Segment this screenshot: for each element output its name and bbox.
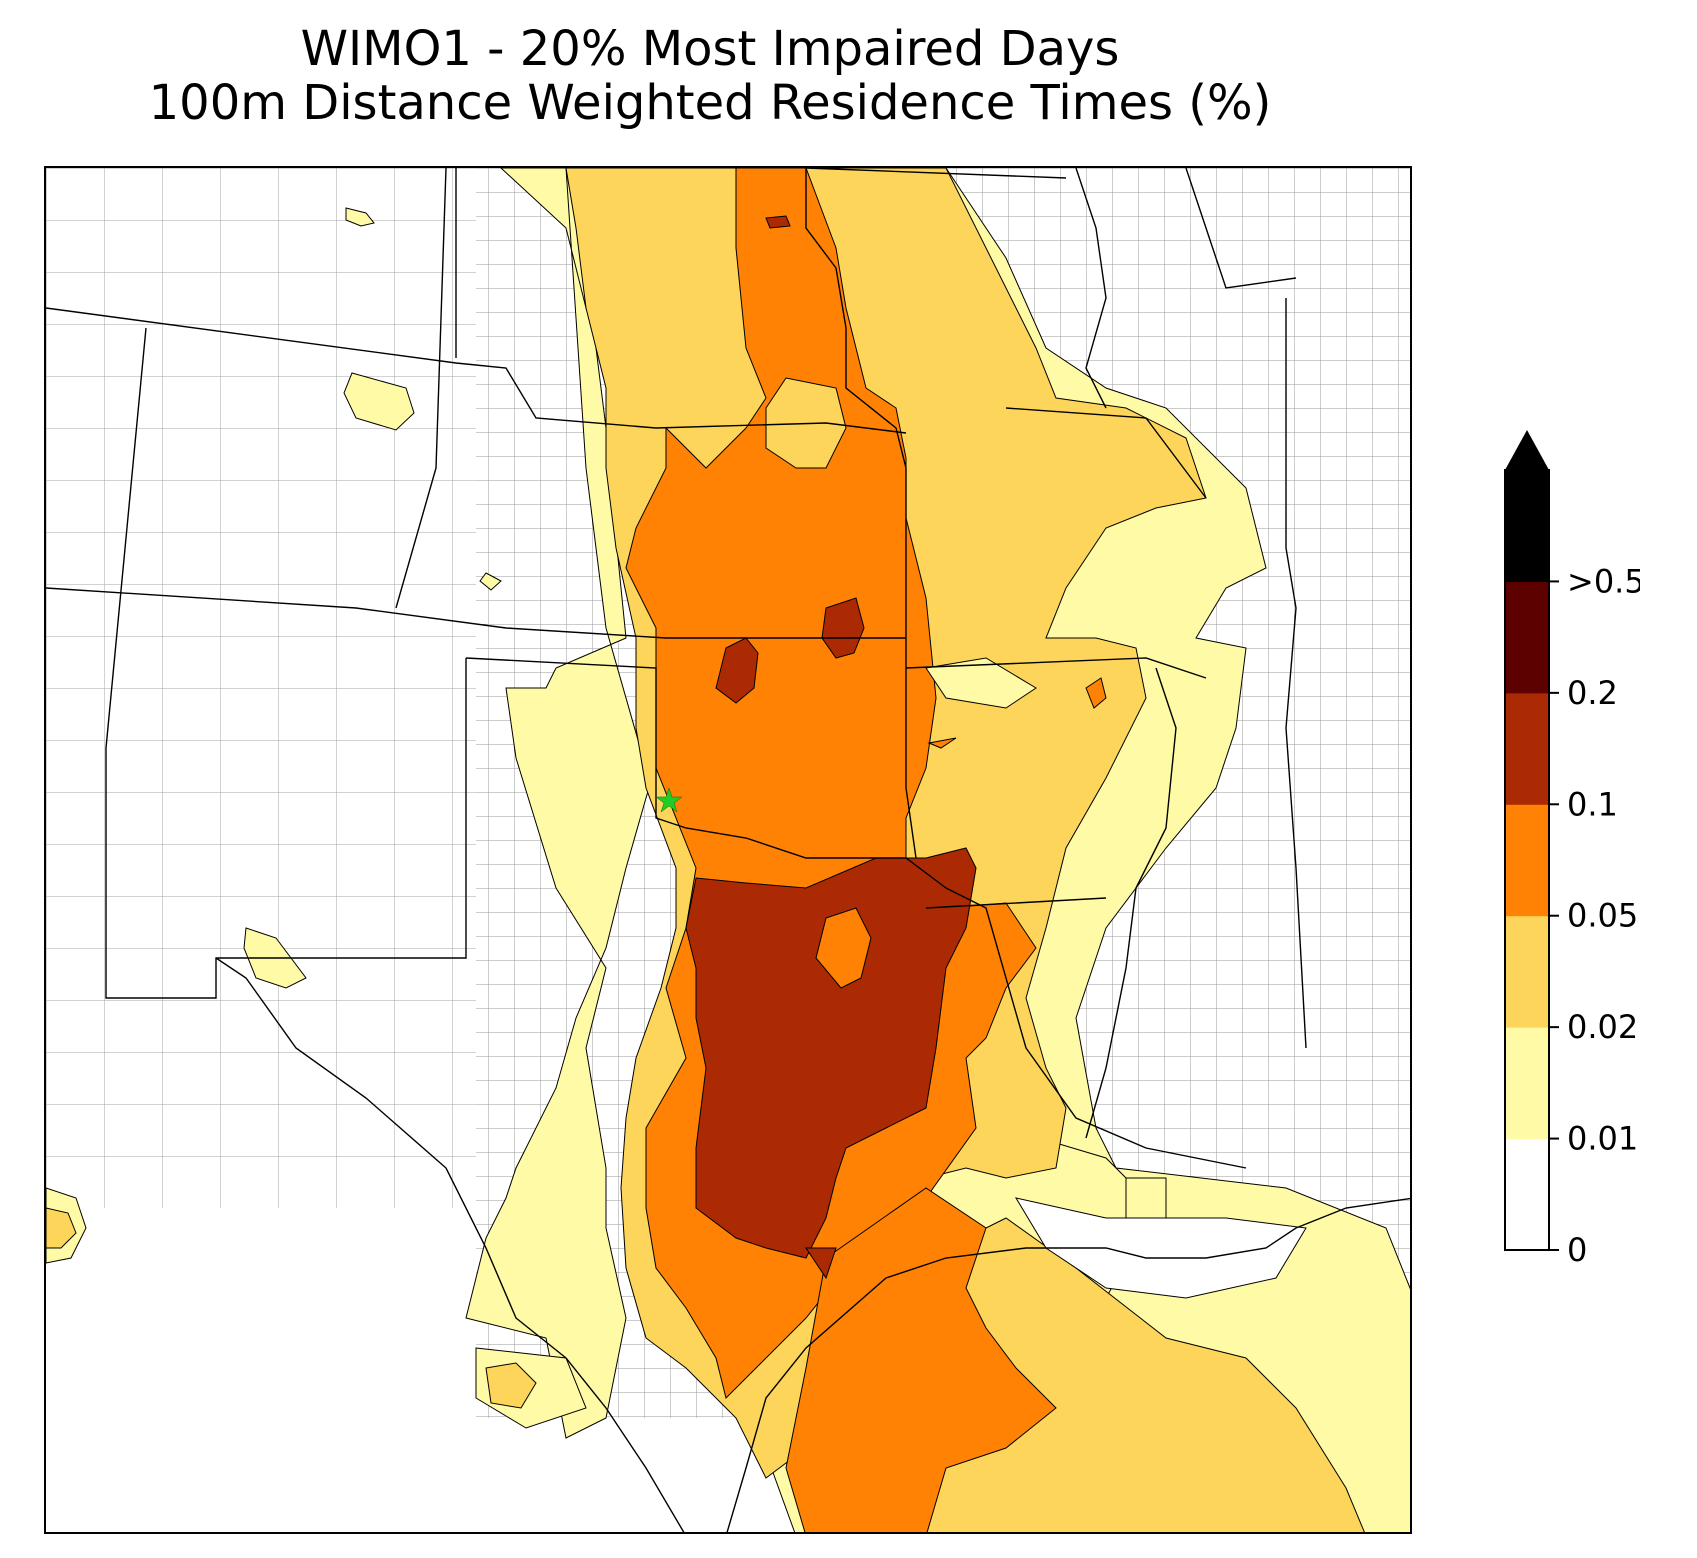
map-canvas <box>46 168 1410 1532</box>
colorbar-bin-1 <box>1505 1027 1549 1140</box>
state-line-k <box>925 897 1107 909</box>
contour-island-001-d <box>479 572 502 591</box>
colorbar-bin-5 <box>1505 581 1549 694</box>
state-line-g <box>215 957 685 1532</box>
state-line-n <box>1005 407 1207 499</box>
contour-island-002-b <box>46 1207 77 1249</box>
title-line-1: WIMO1 - 20% Most Impaired Days <box>300 21 1120 77</box>
colorbar-extend-arrow <box>1505 430 1549 470</box>
colorbar-tick-label: 0.1 <box>1567 785 1618 823</box>
colorbar-bin-4 <box>1505 692 1549 805</box>
contour-region-gulf-005 <box>785 1187 1057 1532</box>
state-line-a <box>46 307 907 434</box>
colorbar-tick-label: 0.2 <box>1567 674 1618 712</box>
state-line-o <box>1075 168 1107 409</box>
contour-region-texas-01 <box>685 847 977 1259</box>
site-star-icon <box>655 787 683 813</box>
state-line-h <box>805 168 917 859</box>
colorbar-ticks: 0 0.01 0.02 0.05 0.1 0.2 >0.5 <box>1549 562 1640 1269</box>
colorbar-tick-label: 0.05 <box>1567 897 1638 935</box>
state-line-f <box>395 168 447 609</box>
contour-island-01-c <box>765 215 791 229</box>
state-line-m <box>805 168 1067 179</box>
state-line-b <box>46 587 906 639</box>
colorbar-bins <box>1505 470 1549 1251</box>
colorbar-bin-2 <box>1505 915 1549 1028</box>
contour-pocket-e <box>1125 1177 1167 1219</box>
state-line-c <box>465 657 947 889</box>
colorbar-tick-label: >0.5 <box>1567 562 1640 600</box>
contour-pocket-b <box>925 657 1037 709</box>
state-boundaries <box>46 168 1410 1532</box>
state-line-i <box>905 657 1207 679</box>
contour-island-001-a <box>343 372 415 431</box>
colorbar-outline <box>1504 469 1550 1251</box>
contour-island-001-c <box>345 207 375 227</box>
contour-texas-pocket <box>815 907 872 989</box>
state-line-q <box>1285 298 1307 1049</box>
state-line-p <box>1185 168 1297 289</box>
contour-level-01 <box>685 215 977 1280</box>
coast-line-gulf <box>726 1197 1410 1532</box>
state-line-l <box>1085 667 1177 1139</box>
colorbar-tick-label: 0.01 <box>1567 1120 1638 1158</box>
map-frame <box>44 166 1412 1534</box>
colorbar-tick-label: 0.02 <box>1567 1008 1638 1046</box>
map-title: WIMO1 - 20% Most Impaired Days 100m Dist… <box>0 22 1420 130</box>
contour-texas-gap <box>815 907 872 989</box>
contour-island-005-b <box>1085 677 1107 709</box>
colorbar-bin-3 <box>1505 804 1549 917</box>
state-line-d <box>105 327 467 999</box>
contour-island-005-a <box>927 737 957 749</box>
contour-island-002-a <box>485 1362 537 1409</box>
title-line-2: 100m Distance Weighted Residence Times (… <box>148 75 1272 131</box>
colorbar: 0 0.01 0.02 0.05 0.1 0.2 >0.5 <box>1504 430 1640 1269</box>
contour-island-01-d <box>805 1247 837 1280</box>
colorbar-bin-6 <box>1505 470 1549 582</box>
colorbar-tick-label: 0 <box>1567 1231 1587 1269</box>
county-grid-west <box>46 168 476 1208</box>
colorbar-bin-0 <box>1505 1138 1549 1251</box>
